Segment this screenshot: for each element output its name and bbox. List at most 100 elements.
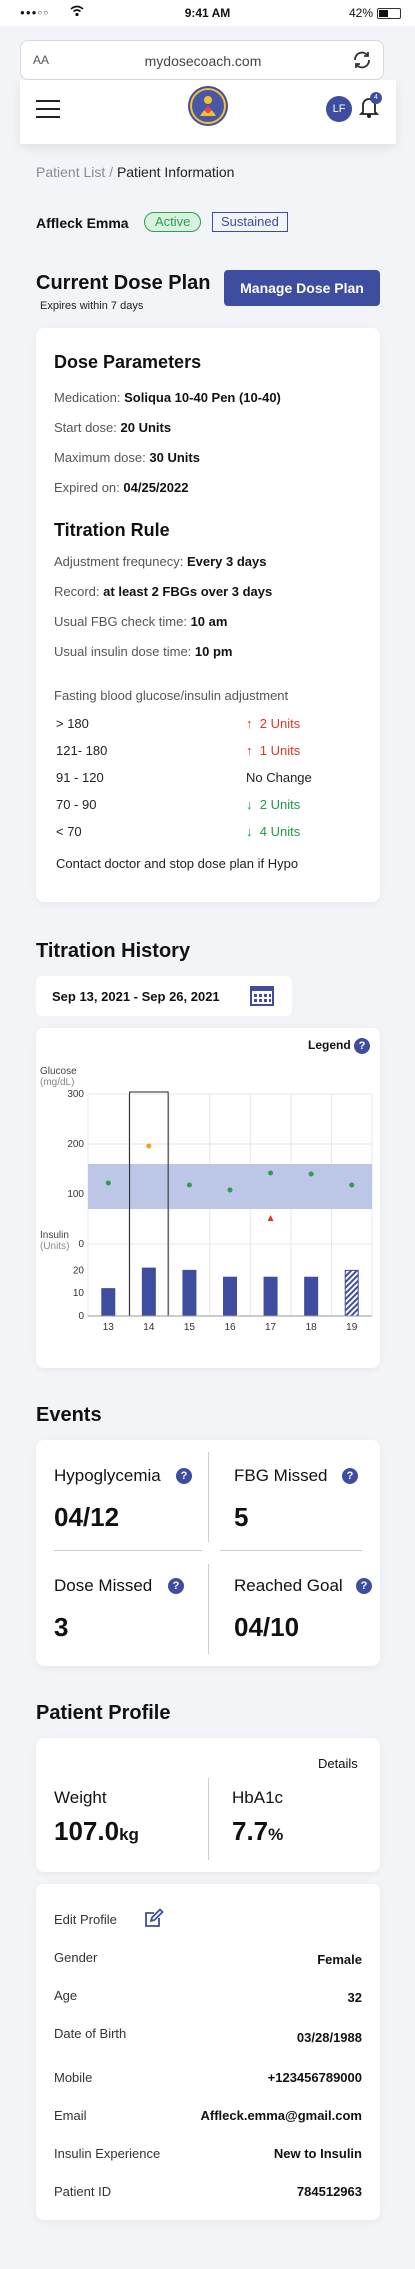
glucose-point	[268, 1170, 274, 1176]
adjust-range: 70 - 90	[56, 797, 97, 812]
x-tick: 16	[224, 1322, 236, 1333]
legend-help-icon[interactable]: ?	[354, 1038, 370, 1054]
adjust-range: > 180	[56, 716, 89, 731]
weight-value-group: 107.0kg	[54, 1816, 139, 1847]
menu-icon[interactable]	[36, 100, 60, 118]
reached-goal-value: 04/10	[234, 1612, 300, 1642]
browser-address-bar[interactable]: AA mydosecoach.com	[20, 40, 384, 80]
profile-field-value: 32	[347, 1990, 362, 2005]
glucose-point	[308, 1171, 314, 1177]
edit-icon[interactable]	[144, 1908, 164, 1933]
titration-chart[interactable]: Glucose(mg/dL)Insulin(Units)300200100020…	[36, 1064, 380, 1334]
x-tick: 19	[346, 1322, 358, 1333]
glucose-tick: 100	[67, 1189, 84, 1200]
titration-history-title: Titration History	[36, 940, 191, 962]
date-range-picker[interactable]: Sep 13, 2021 - Sep 26, 2021	[36, 976, 292, 1016]
insulin-tick: 20	[73, 1265, 85, 1276]
insulin-bar	[263, 1276, 278, 1317]
notification-badge: 4	[370, 92, 382, 104]
x-tick: 18	[306, 1322, 318, 1333]
insulin-bar	[223, 1276, 237, 1317]
breadcrumb-patient-list[interactable]: Patient List	[36, 164, 106, 180]
record-row: Record: at least 2 FBGs over 3 days	[54, 584, 273, 599]
fbg-missed-help-icon[interactable]: ?	[342, 1468, 358, 1484]
hypoglycemia-help-icon[interactable]: ?	[176, 1468, 192, 1484]
fbg-missed-value: 5	[234, 1502, 249, 1532]
hba1c-value: 7.7	[232, 1816, 269, 1846]
adjust-value: ↑ 1 Units	[246, 743, 301, 758]
date-range-text[interactable]: Sep 13, 2021 - Sep 26, 2021	[52, 989, 220, 1004]
adjust-range: 121- 180	[56, 743, 108, 758]
profile-field-value: Affleck.emma@gmail.com	[200, 2108, 362, 2123]
max-dose-row: Maximum dose: 30 Units	[54, 450, 200, 465]
profile-field-label: Patient ID	[54, 2184, 112, 2199]
insulin-bar	[304, 1276, 319, 1317]
glucose-tick: 200	[67, 1139, 84, 1150]
x-tick: 17	[265, 1322, 277, 1333]
divider	[208, 1778, 209, 1860]
adjust-value: ↑ 2 Units	[246, 716, 301, 731]
edit-profile-label[interactable]: Edit Profile	[54, 1912, 117, 1927]
divider	[208, 1564, 209, 1654]
profile-field-value: New to Insulin	[273, 2146, 362, 2161]
x-tick: 15	[184, 1322, 196, 1333]
divider	[208, 1452, 209, 1542]
arrow-up-icon: ↑	[246, 743, 253, 758]
dose-missed-value: 3	[54, 1612, 69, 1642]
insulin-axis-label: Insulin	[40, 1230, 69, 1241]
user-avatar[interactable]: LF	[326, 96, 352, 122]
insulin-bar	[344, 1269, 359, 1317]
hba1c-label: HbA1c	[232, 1788, 284, 1807]
hypo-note: Contact doctor and stop dose plan if Hyp…	[56, 856, 299, 871]
glucose-point	[186, 1182, 192, 1188]
profile-field-label: Age	[54, 1988, 78, 2003]
url-text[interactable]: mydosecoach.com	[144, 53, 262, 69]
glucose-point	[146, 1143, 152, 1149]
expired-row: Expired on: 04/25/2022	[54, 480, 189, 495]
dose-missed-help-icon[interactable]: ?	[168, 1578, 184, 1594]
dose-plan-expiry: Expires within 7 days	[40, 300, 144, 312]
status-badge: Active	[144, 212, 202, 232]
reached-goal-help-icon[interactable]: ?	[356, 1578, 372, 1594]
breadcrumb-current: Patient Information	[116, 164, 235, 180]
insulin-time-row: Usual insulin dose time: 10 pm	[54, 644, 233, 659]
insulin-bar	[101, 1288, 116, 1317]
details-link[interactable]: Details	[318, 1756, 358, 1771]
reload-icon[interactable]	[351, 49, 373, 71]
insulin-tick: 0	[78, 1311, 84, 1322]
app-header: LF 4	[20, 80, 396, 144]
battery-icon	[377, 8, 401, 19]
target-range-band	[88, 1164, 372, 1209]
hypo-marker	[267, 1215, 274, 1221]
glucose-axis-label: Glucose	[40, 1066, 77, 1077]
signal-icon: ●●●○○	[20, 8, 50, 17]
profile-field-label: Gender	[54, 1950, 98, 1965]
insulin-bar	[141, 1267, 156, 1317]
hba1c-value-group: 7.7%	[232, 1816, 283, 1847]
reached-goal-label: Reached Goal	[234, 1576, 343, 1595]
medication-row: Medication: Soliqua 10-40 Pen (10-40)	[54, 390, 281, 405]
profile-field-value: +123456789000	[267, 2070, 362, 2085]
titration-rule-heading: Titration Rule	[54, 520, 170, 540]
calendar-icon[interactable]	[250, 986, 274, 1006]
dose-parameters-heading: Dose Parameters	[54, 352, 202, 372]
adjust-value: ↓ 4 Units	[246, 824, 301, 839]
profile-field-value: 784512963	[296, 2184, 362, 2199]
arrow-up-icon: ↑	[246, 716, 253, 731]
legend-label[interactable]: Legend	[308, 1038, 351, 1052]
adjustment-table-title: Fasting blood glucose/insulin adjustment	[54, 688, 289, 703]
patient-name: Affleck Emma	[36, 215, 129, 231]
glucose-point	[349, 1182, 355, 1188]
divider	[220, 1550, 362, 1551]
insulin-unit-label: (Units)	[40, 1241, 69, 1252]
events-card: Hypoglycemia ? 04/12 FBG Missed ? 5 Dose…	[36, 1440, 380, 1666]
fbg-missed-label: FBG Missed	[234, 1466, 328, 1485]
profile-details-card: Edit Profile Gender Female Age 32 Date o…	[36, 1884, 380, 2220]
vitals-card: Details Weight 107.0kg HbA1c 7.7%	[36, 1738, 380, 1872]
manage-dose-plan-button[interactable]: Manage Dose Plan	[224, 270, 380, 306]
text-size-button[interactable]: AA	[33, 53, 50, 67]
app-logo[interactable]	[188, 86, 228, 126]
start-dose-row: Start dose: 20 Units	[54, 420, 172, 435]
divider	[54, 1550, 202, 1551]
glucose-unit-label: (mg/dL)	[40, 1077, 74, 1088]
